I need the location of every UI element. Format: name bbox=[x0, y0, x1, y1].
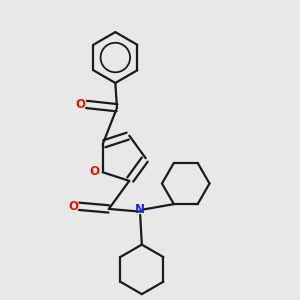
Text: O: O bbox=[76, 98, 85, 111]
Text: N: N bbox=[135, 203, 145, 216]
Text: O: O bbox=[68, 200, 78, 213]
Text: O: O bbox=[89, 165, 99, 178]
